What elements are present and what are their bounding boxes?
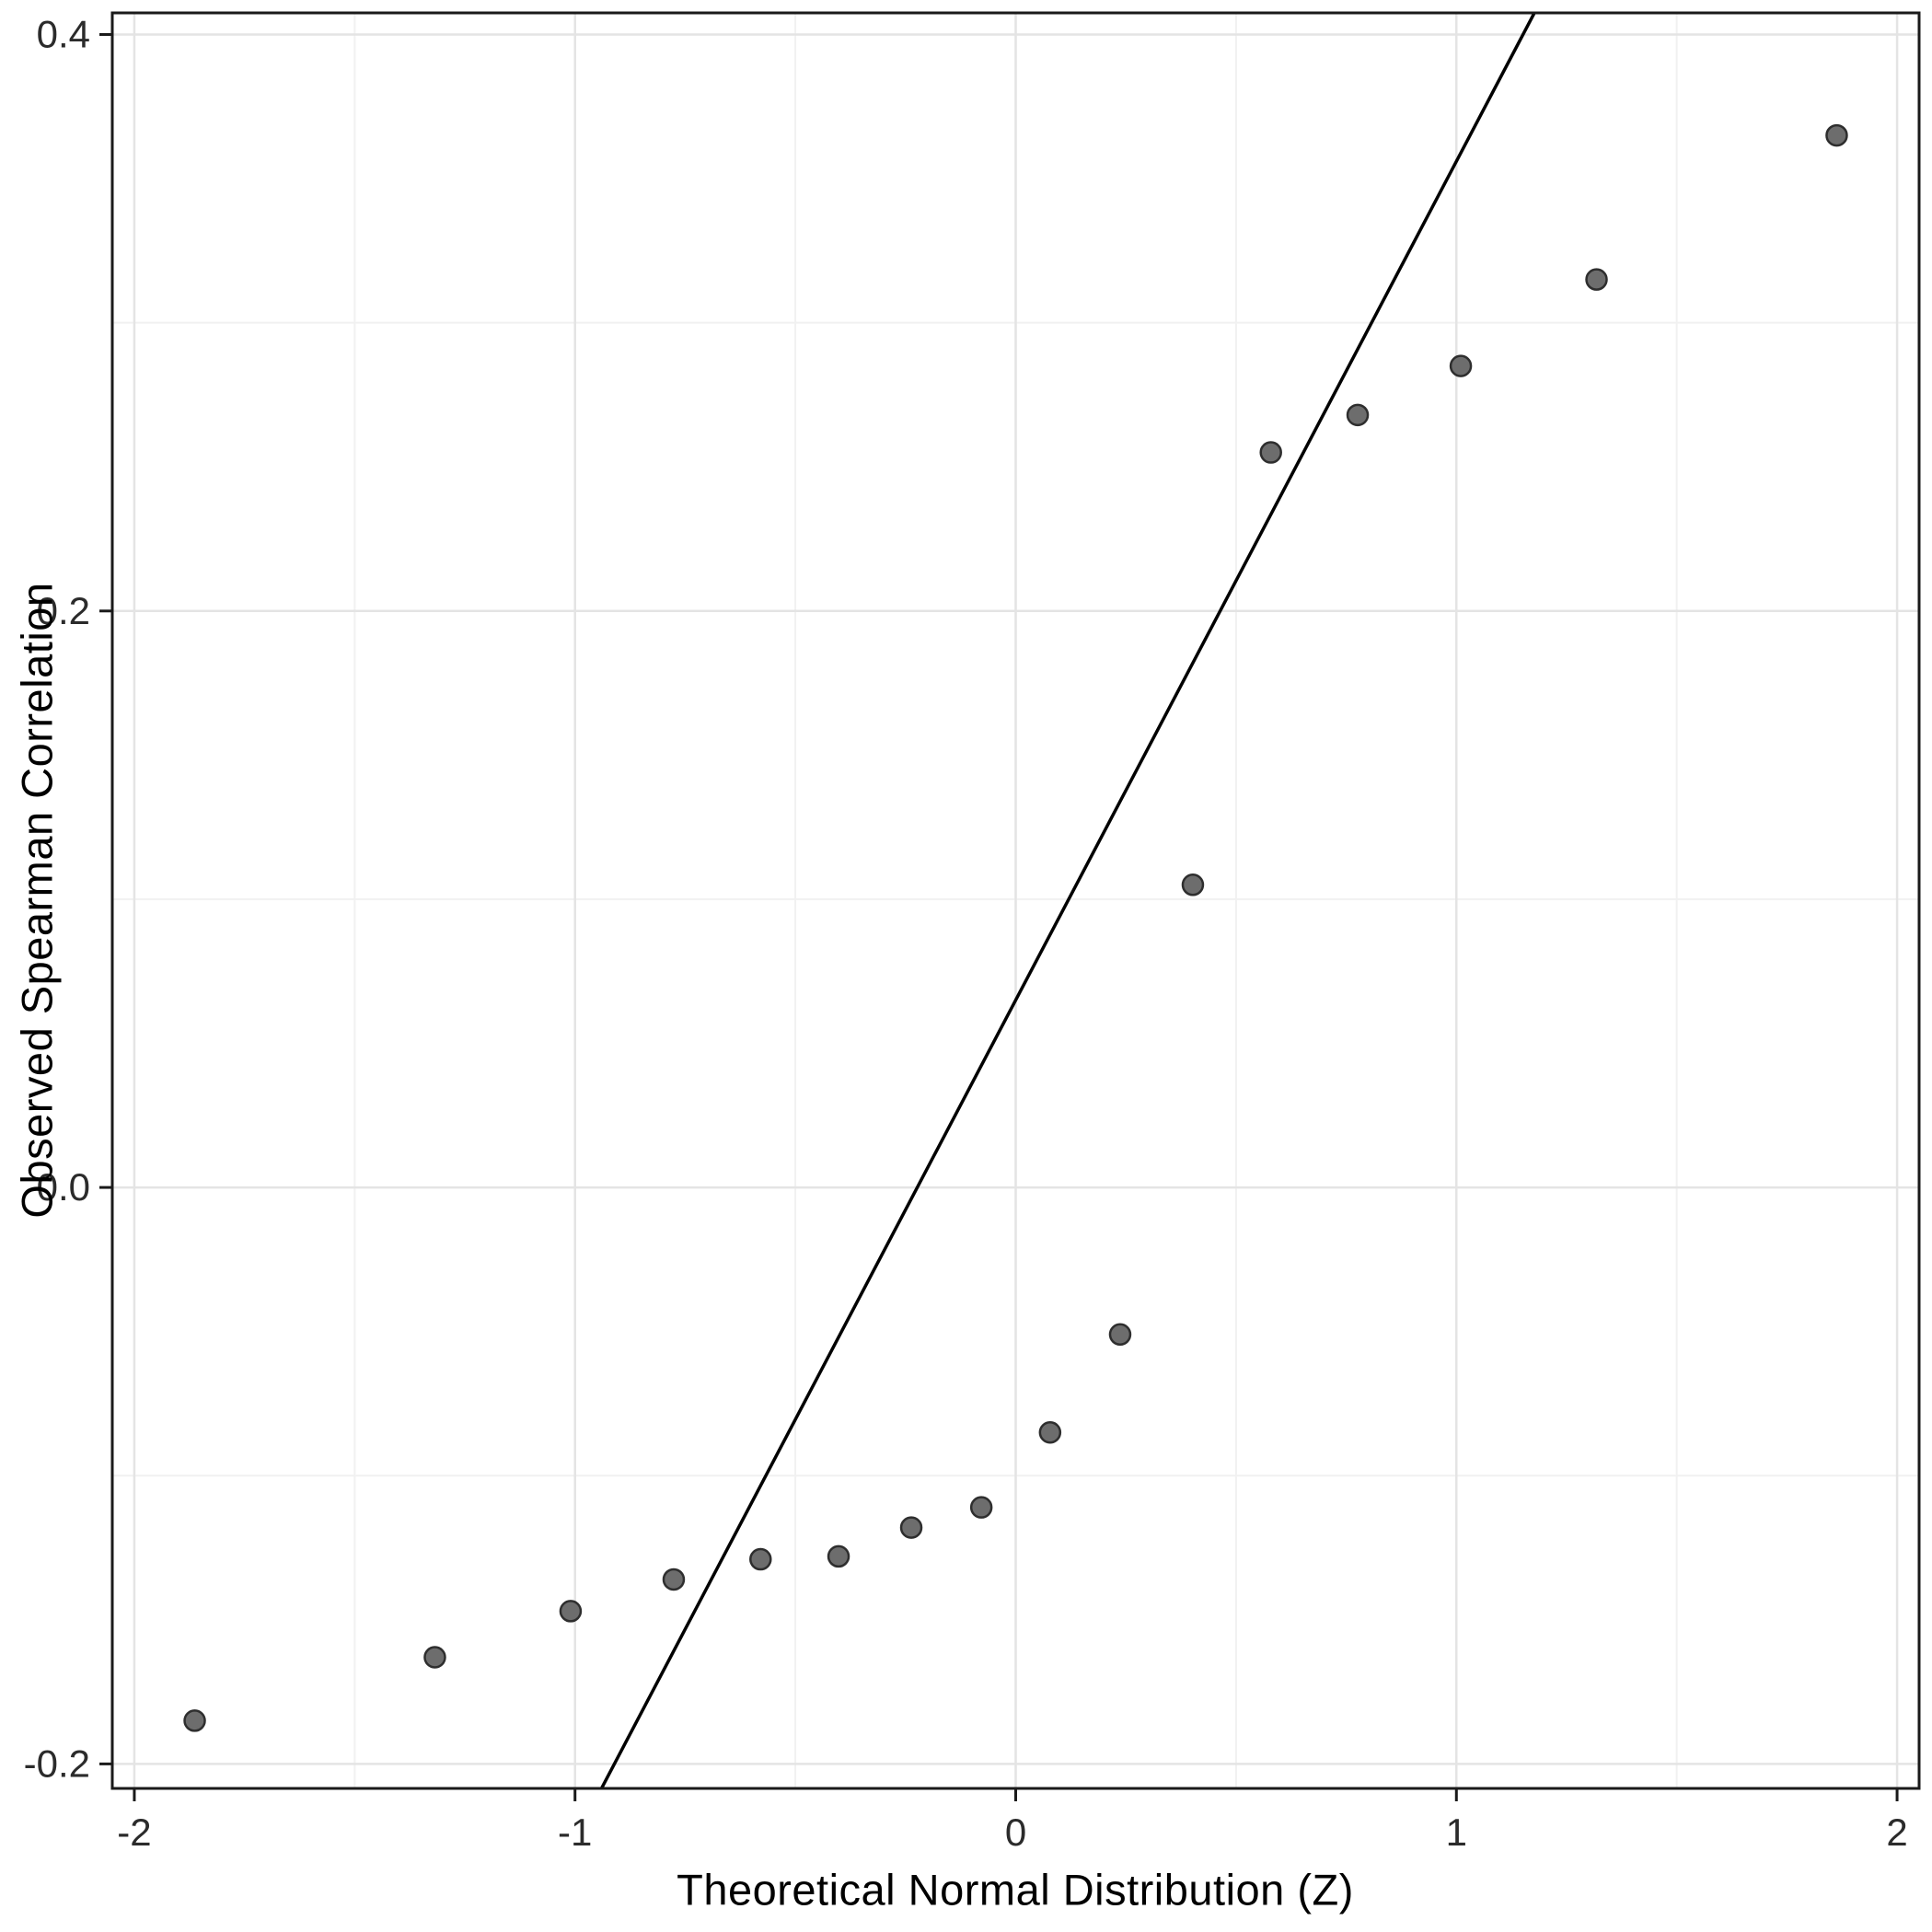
data-point: [559, 1600, 583, 1623]
x-tick-label: -2: [117, 1811, 151, 1854]
data-point: [1346, 403, 1370, 427]
x-tick-label: -1: [558, 1811, 592, 1854]
points-layer: [183, 123, 1848, 1732]
x-axis-title: Theoretical Normal Distribution (Z): [677, 1865, 1354, 1915]
data-point: [827, 1544, 850, 1568]
y-tick-label: 0.4: [37, 12, 90, 55]
data-point: [183, 1709, 206, 1732]
data-point: [899, 1516, 923, 1539]
data-point: [1259, 441, 1282, 464]
data-point: [1585, 268, 1608, 291]
y-tick-label: 0.2: [37, 589, 90, 632]
y-tick-label: -0.2: [24, 1741, 90, 1785]
x-tick-label: 2: [1886, 1811, 1907, 1854]
data-point: [969, 1496, 993, 1519]
x-tick-label: 0: [1005, 1811, 1026, 1854]
data-point: [749, 1547, 772, 1571]
data-point: [1181, 873, 1205, 897]
data-point: [423, 1646, 446, 1669]
data-point: [1449, 354, 1473, 377]
x-tick-label: 1: [1446, 1811, 1467, 1854]
data-point: [662, 1568, 686, 1591]
y-tick-label: 0.0: [37, 1165, 90, 1209]
y-axis-title: Observed Spearman Correlation: [12, 582, 62, 1219]
data-point: [1825, 123, 1848, 147]
reference-line: [599, 13, 1536, 1788]
data-point: [1038, 1421, 1062, 1444]
data-point: [1108, 1323, 1132, 1347]
